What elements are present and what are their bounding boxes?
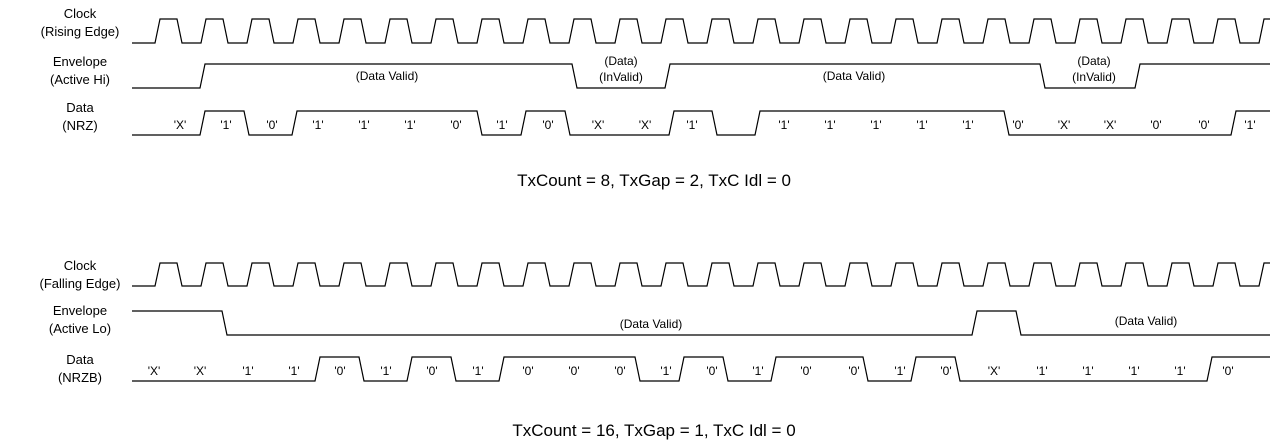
bit-label: '1' [778,118,789,132]
bit-label: '0' [542,118,553,132]
bit-label: 'X' [639,118,652,132]
clock-waveform [132,262,1270,287]
envelope-label-line1: Envelope [53,54,107,69]
bit-label: 'X' [174,118,187,132]
bit-label: 'X' [148,364,161,378]
bit-label: '0' [1012,118,1023,132]
envelope-note-invalid: (InValid) [599,70,643,84]
bit-label: '1' [496,118,507,132]
clock-label-line2: (Rising Edge) [41,24,120,39]
bit-label: '0' [1222,364,1233,378]
bit-label: '0' [848,364,859,378]
bit-label: '1' [1244,118,1255,132]
bit-label: '1' [1082,364,1093,378]
bit-label: '0' [426,364,437,378]
bit-label: '0' [266,118,277,132]
timing-diagram-1: Clock (Rising Edge) Envelope (Active Hi)… [41,6,1270,190]
bit-label: '1' [472,364,483,378]
bit-label: '0' [706,364,717,378]
envelope-note-data-valid: (Data Valid) [620,317,682,331]
bit-label: '1' [752,364,763,378]
bit-label: '0' [1198,118,1209,132]
envelope-label-line2: (Active Lo) [49,321,111,336]
data-label-line1: Data [66,100,94,115]
envelope-label-line1: Envelope [53,303,107,318]
bit-label: '1' [962,118,973,132]
bit-label: 'X' [194,364,207,378]
bit-label: '1' [380,364,391,378]
envelope-label-line2: (Active Hi) [50,72,110,87]
bit-label: '0' [614,364,625,378]
bit-label: '0' [334,364,345,378]
data-label-line2: (NRZB) [58,370,102,385]
bit-label: '1' [824,118,835,132]
clock-label-line1: Clock [64,258,97,273]
bit-label: '0' [522,364,533,378]
bit-label: '1' [686,118,697,132]
bit-label: '1' [288,364,299,378]
bit-label: 'X' [988,364,1001,378]
envelope-note-data-valid: (Data Valid) [823,69,885,83]
timing-diagram-2: Clock (Falling Edge) Envelope (Active Lo… [40,258,1270,440]
bit-label: '0' [940,364,951,378]
envelope-waveform [132,310,1270,336]
bit-label: '1' [312,118,323,132]
bit-label: '1' [916,118,927,132]
bit-label: '1' [220,118,231,132]
diagram-caption: TxCount = 8, TxGap = 2, TxC Idl = 0 [517,171,791,190]
bit-label: 'X' [1104,118,1117,132]
bit-label: '0' [568,364,579,378]
bit-label: 'X' [1058,118,1071,132]
clock-label-line1: Clock [64,6,97,21]
bit-label: '1' [1174,364,1185,378]
bit-label: '1' [894,364,905,378]
envelope-note-data: (Data) [604,54,637,68]
bit-label: '1' [404,118,415,132]
diagram-caption: TxCount = 16, TxGap = 1, TxC Idl = 0 [512,421,795,440]
envelope-note-data-valid: (Data Valid) [1115,314,1177,328]
bit-label: 'X' [592,118,605,132]
envelope-waveform [132,63,1270,89]
bit-label: '1' [660,364,671,378]
bit-label: '1' [870,118,881,132]
data-waveform [132,110,1270,136]
bit-label: '1' [1036,364,1047,378]
bit-label: '1' [1128,364,1139,378]
clock-label-line2: (Falling Edge) [40,276,121,291]
bit-label: '0' [1150,118,1161,132]
envelope-note-data: (Data) [1077,54,1110,68]
data-waveform [132,356,1270,382]
data-label-line1: Data [66,352,94,367]
data-label-line2: (NRZ) [62,118,97,133]
bit-label: '0' [450,118,461,132]
envelope-note-data-valid: (Data Valid) [356,69,418,83]
bit-label: '1' [242,364,253,378]
bit-label: '1' [358,118,369,132]
clock-waveform [132,18,1270,44]
envelope-note-invalid: (InValid) [1072,70,1116,84]
bit-label: '0' [800,364,811,378]
